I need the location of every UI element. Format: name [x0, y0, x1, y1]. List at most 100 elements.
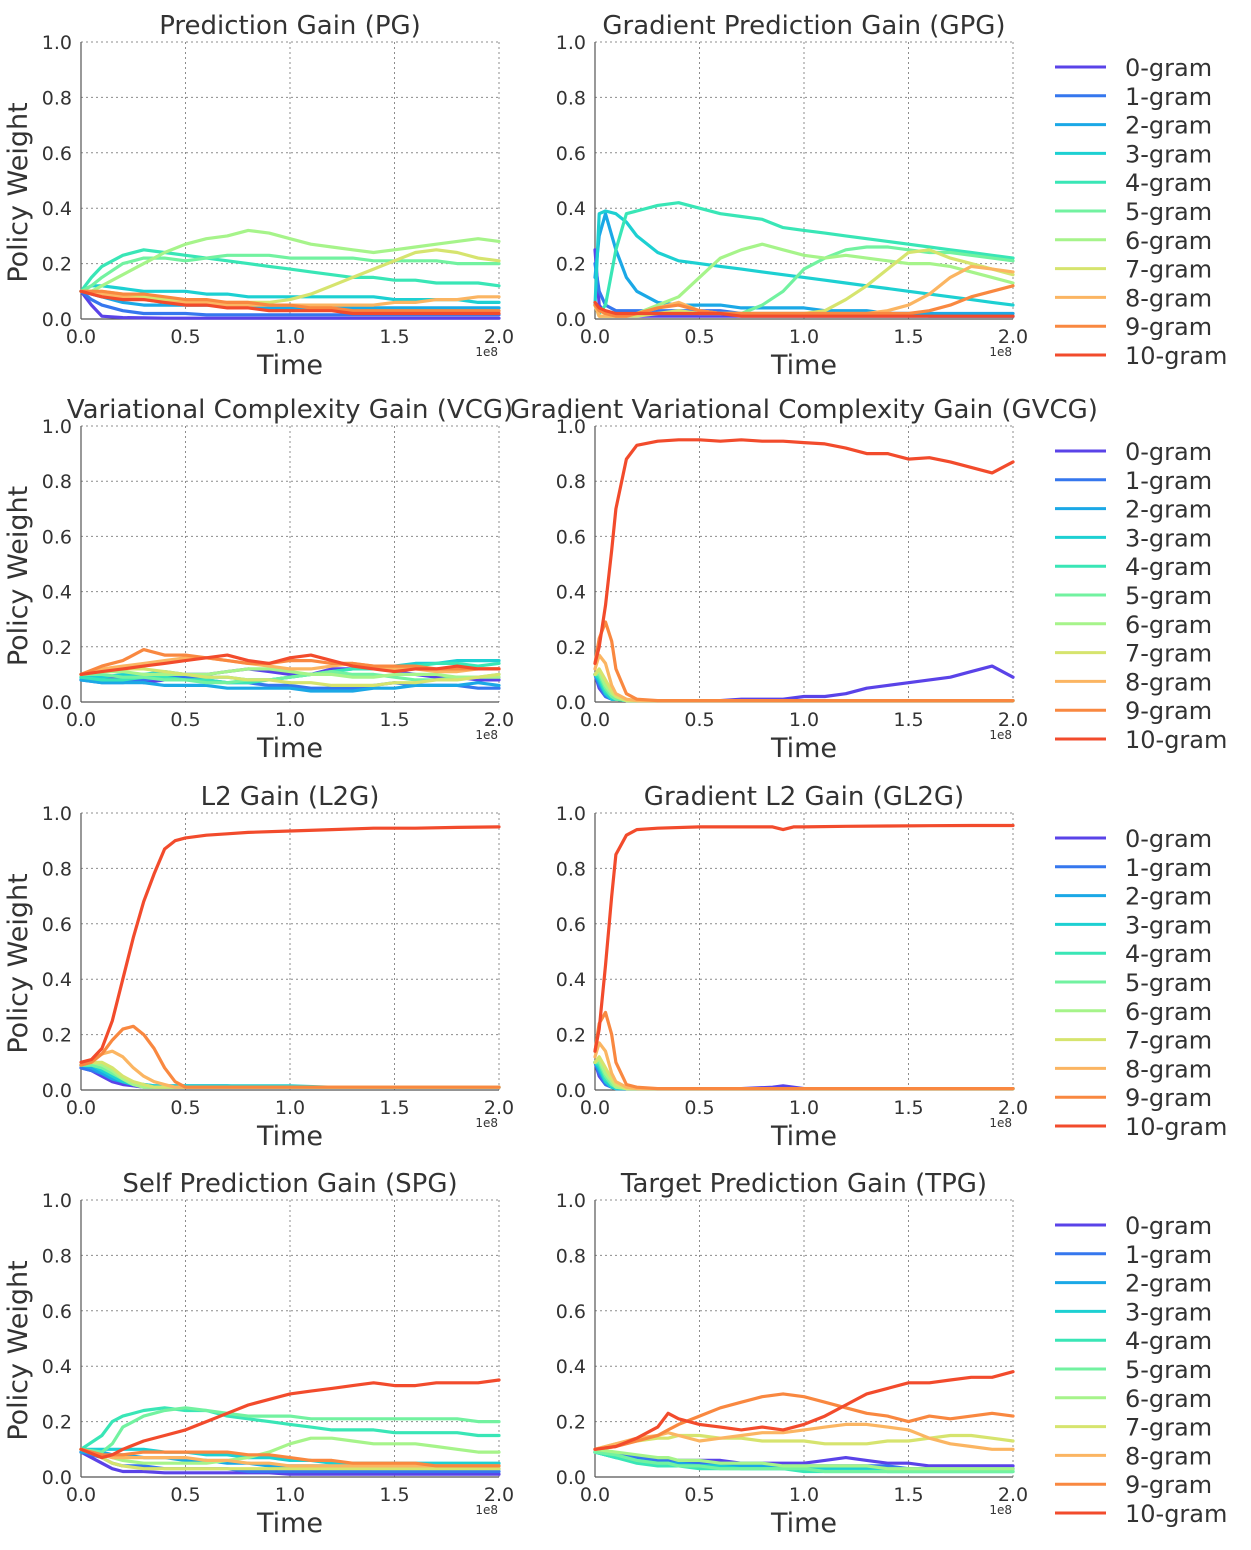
series-line-4-gram	[79, 248, 501, 293]
x-tick-label: 0.0	[580, 709, 610, 731]
y-tick-label: 0.0	[42, 1080, 72, 1102]
series-line-6-gram	[593, 1447, 1015, 1471]
series-line-2-gram	[593, 212, 1015, 316]
legend-entry: 8-gram	[1125, 1055, 1212, 1083]
y-tick-label: 0.4	[42, 198, 72, 220]
series-line-10-gram	[79, 653, 501, 676]
x-tick-label: 1.5	[379, 326, 409, 348]
x-tick-label: 1.5	[379, 1484, 409, 1506]
x-tick-label: 1.5	[893, 326, 923, 348]
legend-entry: 4-gram	[1125, 169, 1212, 197]
y-axis-label: Policy Weight	[3, 102, 34, 282]
x-axis-label: Time	[770, 350, 837, 381]
y-tick-label: 1.0	[42, 803, 72, 825]
legend-entry: 10-gram	[1125, 726, 1227, 754]
y-axis-label: Policy Weight	[3, 873, 34, 1053]
y-tick-label: 0.6	[556, 526, 586, 548]
y-tick-label: 0.8	[556, 87, 586, 109]
legend-entry: 6-gram	[1125, 998, 1212, 1026]
chart-title: Self Prediction Gain (SPG)	[122, 1169, 457, 1199]
x-tick-label: 2.0	[998, 1097, 1028, 1119]
series-line-0-gram	[79, 664, 501, 685]
series-line-9-gram	[593, 1392, 1015, 1451]
chart-title: Gradient L2 Gain (GL2G)	[644, 782, 964, 812]
legend-entry: 3-gram	[1125, 140, 1212, 168]
series-line-10-gram	[593, 300, 1015, 318]
series-line-2-gram	[79, 678, 501, 693]
y-tick-label: 0.8	[42, 471, 72, 493]
series-line-7-gram	[593, 1433, 1015, 1451]
legend-entry: 0-gram	[1125, 825, 1212, 853]
legend-entry: 8-gram	[1125, 668, 1212, 696]
x-tick-label: 0.5	[170, 326, 200, 348]
y-tick-label: 0.6	[42, 143, 72, 165]
x-axis-label: Time	[770, 733, 837, 764]
legend-entry: 9-gram	[1125, 697, 1212, 725]
chart-panel-5: 0.0 0.5 1.0 1.5 2.0 0.0 0.2 0.4 0.6 0.8 1.0 Gradien…	[556, 782, 1228, 1152]
x-axis-label: Time	[256, 1508, 323, 1539]
legend-entry: 4-gram	[1125, 553, 1212, 581]
chart-panel-6: 0.0 0.5 1.0 1.5 2.0 0.0 0.2 0.4 0.6 0.8 1.0 Self Pr…	[3, 1169, 514, 1539]
y-tick-label: 1.0	[42, 1190, 72, 1212]
series-line-5-gram	[593, 1450, 1015, 1474]
x-axis-label: Time	[770, 1508, 837, 1539]
legend-entry: 10-gram	[1125, 342, 1227, 370]
series-line-6-gram	[79, 1436, 501, 1465]
x-tick-label: 1.5	[893, 1097, 923, 1119]
legend-entry: 0-gram	[1125, 1212, 1212, 1240]
y-tick-label: 0.4	[42, 969, 72, 991]
y-tick-label: 0.8	[556, 471, 586, 493]
x-tick-label: 1.0	[789, 709, 819, 731]
legend-entry: 7-gram	[1125, 1414, 1212, 1442]
legend-entry: 3-gram	[1125, 1298, 1212, 1326]
chart-title: Variational Complexity Gain (VCG)	[67, 395, 513, 425]
legend-entry: 8-gram	[1125, 1442, 1212, 1470]
legend-entry: 0-gram	[1125, 438, 1212, 466]
x-axis-multiplier: 1e8	[989, 1116, 1012, 1130]
series-line-0-gram	[79, 289, 501, 320]
y-tick-label: 0.2	[556, 254, 586, 276]
y-tick-label: 1.0	[556, 803, 586, 825]
y-tick-label: 0.6	[556, 143, 586, 165]
series-line-5-gram	[79, 253, 501, 293]
chart-title: Gradient Variational Complexity Gain (GV…	[510, 395, 1098, 425]
y-tick-label: 0.2	[42, 1025, 72, 1047]
x-axis-multiplier: 1e8	[475, 1116, 498, 1130]
x-axis-multiplier: 1e8	[989, 1503, 1012, 1517]
legend-entry: 8-gram	[1125, 284, 1212, 312]
x-tick-label: 0.0	[66, 1097, 96, 1119]
legend-entry: 4-gram	[1125, 940, 1212, 968]
series-line-9-gram	[79, 289, 501, 313]
y-tick-label: 0.8	[42, 87, 72, 109]
legend-entry: 10-gram	[1125, 1113, 1227, 1141]
x-tick-label: 0.0	[66, 709, 96, 731]
legend-entry: 6-gram	[1125, 1385, 1212, 1413]
series-line-9-gram	[593, 620, 1015, 703]
series-line-2-gram	[79, 289, 501, 310]
series-line-10-gram	[593, 1370, 1015, 1451]
y-tick-label: 0.4	[556, 582, 586, 604]
legend-entry: 9-gram	[1125, 313, 1212, 341]
y-axis-label: Policy Weight	[3, 486, 34, 666]
x-tick-label: 1.0	[789, 1097, 819, 1119]
y-tick-label: 0.0	[42, 692, 72, 714]
x-axis-multiplier: 1e8	[989, 345, 1012, 359]
x-tick-label: 0.5	[684, 1484, 714, 1506]
y-tick-label: 0.8	[42, 1245, 72, 1267]
legend-entry: 5-gram	[1125, 582, 1212, 610]
y-tick-label: 0.2	[556, 637, 586, 659]
legend: 0-gram1-gram2-gram3-gram4-gram5-gram6-gr…	[1055, 825, 1227, 1141]
x-tick-label: 0.5	[684, 326, 714, 348]
legend-entry: 1-gram	[1125, 1241, 1212, 1269]
legend-entry: 2-gram	[1125, 1270, 1212, 1298]
y-tick-label: 0.6	[556, 914, 586, 936]
legend-entry: 9-gram	[1125, 1471, 1212, 1499]
series-line-7-gram	[79, 667, 501, 687]
legend-entry: 0-gram	[1125, 54, 1212, 82]
x-tick-label: 1.0	[789, 326, 819, 348]
legend-entry: 2-gram	[1125, 496, 1212, 524]
legend-entry: 2-gram	[1125, 883, 1212, 911]
x-tick-label: 2.0	[998, 1484, 1028, 1506]
legend-entry: 7-gram	[1125, 1027, 1212, 1055]
y-tick-label: 0.2	[42, 254, 72, 276]
